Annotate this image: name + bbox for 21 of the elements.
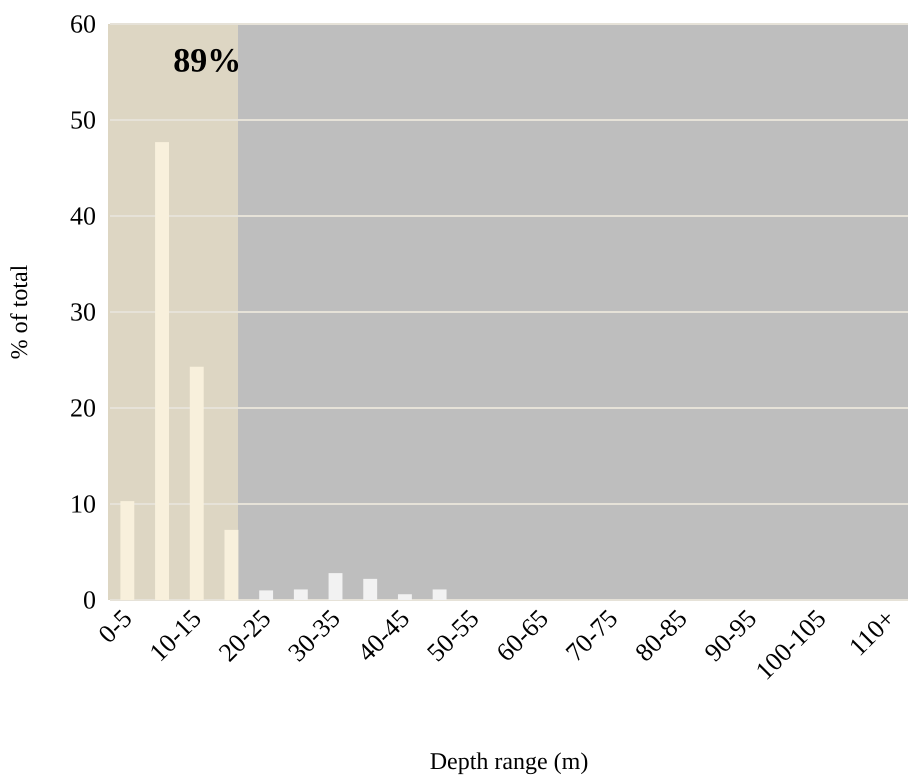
bar [155, 142, 169, 600]
y-tick-label: 20 [70, 394, 96, 422]
y-tick-label: 40 [70, 202, 96, 230]
bar [432, 589, 447, 600]
y-tick-label: 30 [70, 298, 96, 326]
y-tick-label: 50 [70, 106, 96, 134]
bar [328, 573, 342, 600]
bar [224, 530, 238, 600]
x-axis-title: Depth range (m) [430, 749, 588, 775]
x-tick-label: 110+ [843, 604, 901, 662]
y-tick-label: 0 [83, 586, 96, 614]
annotation: 89% [173, 42, 242, 80]
y-tick-label: 10 [70, 490, 96, 518]
bar [120, 501, 134, 600]
bar [190, 366, 204, 600]
bar [398, 594, 412, 600]
bar [294, 589, 308, 600]
y-axis-title: % of total [7, 264, 33, 360]
bar [363, 578, 378, 600]
bar [259, 590, 274, 600]
y-tick-label: 60 [70, 10, 96, 38]
